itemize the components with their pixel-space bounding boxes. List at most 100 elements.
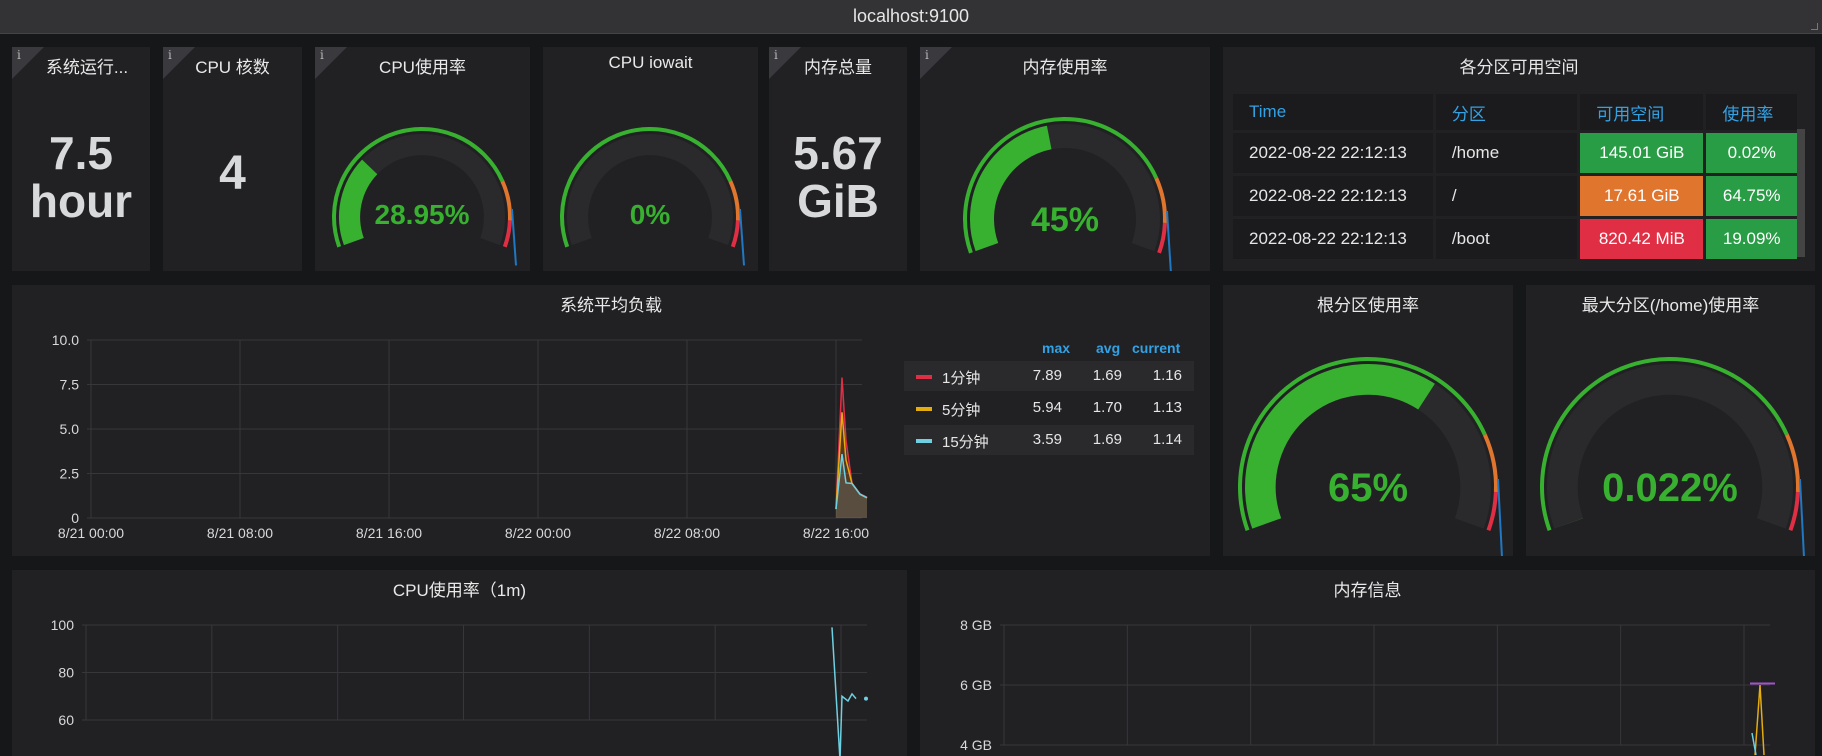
legend-row-15min[interactable]: 15分钟 3.59 1.69 1.14	[904, 425, 1194, 455]
home-usage-panel[interactable]: 最大分区(/home)使用率 0.022%	[1526, 285, 1815, 558]
series-line	[831, 627, 857, 756]
cpu-usage-gauge: 28.95%	[332, 127, 517, 266]
x-tick-label: 8/21 16:00	[356, 525, 422, 541]
load-average-panel[interactable]: 系统平均负载 0 2.5 5.0 7.5 10.0 8/21 00:00 8/21 08:0…	[12, 285, 1210, 556]
column-header-free[interactable]: 可用空间	[1580, 94, 1704, 130]
panel-title: 最大分区(/home)使用率	[1581, 296, 1760, 315]
info-corner-icon[interactable]	[920, 47, 952, 79]
mem-total-unit: GiB	[797, 175, 879, 228]
column-header-time[interactable]: Time	[1233, 94, 1433, 130]
partition-free-space-panel[interactable]: 各分区可用空间 Time 分区 可用空间 使用率 2022-08-22 22:1…	[1223, 47, 1815, 271]
legend-avg: 1.69	[1092, 367, 1122, 384]
gauge-threshold-red	[1788, 491, 1800, 532]
cpu-1m-panel[interactable]: CPU使用率（1m) 60 80 100	[12, 570, 907, 756]
legend-current: 1.13	[1152, 399, 1182, 416]
cell-usage: 19.09%	[1706, 219, 1797, 259]
column-header-usage[interactable]: 使用率	[1706, 94, 1797, 130]
gauge-value-arc	[1245, 364, 1435, 529]
cell-free: 145.01 GiB	[1580, 133, 1704, 173]
cell-mount: /home	[1435, 133, 1578, 173]
info-icon: i	[774, 48, 778, 62]
gauge-threshold-red	[730, 220, 740, 248]
gauge-value: 28.95%	[375, 199, 470, 230]
uptime-value-block: 7.5 hour	[12, 129, 150, 226]
legend-swatch	[916, 439, 932, 443]
legend-header-avg[interactable]: avg	[1096, 340, 1121, 356]
panel-title: CPU使用率（1m)	[392, 581, 527, 600]
series-line	[1751, 732, 1757, 756]
cell-free: 820.42 MiB	[1580, 219, 1704, 259]
dashboard-header: localhost:9100	[0, 0, 1822, 34]
panel-title: 内存总量	[804, 58, 872, 77]
gauge-sparkline	[511, 208, 517, 266]
legend-swatch	[916, 407, 932, 411]
y-tick-label: 0	[71, 510, 79, 526]
gauge-value-arc	[339, 159, 378, 246]
info-icon: i	[925, 48, 929, 62]
y-tick-label: 6 GB	[960, 677, 992, 693]
mem-info-panel[interactable]: 内存信息 4 GB 6 GB 8 GB	[920, 570, 1815, 756]
gauge-threshold-orange	[1154, 177, 1167, 223]
info-icon: i	[17, 48, 21, 62]
gauge-value: 65%	[1328, 466, 1408, 510]
legend-header-max[interactable]: max	[1042, 340, 1071, 356]
y-tick-label: 8 GB	[960, 617, 992, 633]
y-tick-label: 100	[51, 617, 75, 633]
cpu-iowait-gauge: 0%	[560, 127, 745, 266]
panel-title: 内存信息	[1333, 581, 1402, 600]
mem-total-value: 5.67	[793, 127, 883, 179]
table-header-row: Time 分区 可用空间 使用率	[1233, 94, 1797, 130]
cell-free: 17.61 GiB	[1580, 176, 1704, 216]
x-tick-label: 8/22 00:00	[505, 525, 571, 541]
mem-total-panel[interactable]: i 内存总量 5.67 GiB	[769, 47, 907, 271]
y-tick-label: 4 GB	[960, 737, 992, 753]
partition-table: Time 分区 可用空间 使用率 2022-08-22 22:12:13 /ho…	[1230, 91, 1800, 262]
y-tick-label: 10.0	[52, 332, 79, 348]
y-tick-label: 5.0	[60, 421, 80, 437]
info-corner-icon[interactable]	[12, 47, 44, 79]
uptime-value: 7.5	[49, 127, 113, 179]
info-icon: i	[168, 48, 172, 62]
series-line	[835, 453, 868, 510]
info-corner-icon[interactable]	[163, 47, 195, 79]
panel-title: 各分区可用空间	[1459, 58, 1579, 77]
cpu-iowait-panel[interactable]: CPU iowait 0%	[543, 47, 758, 271]
gauge-threshold-green	[963, 117, 1159, 254]
legend-series-name: 5分钟	[942, 402, 981, 419]
root-usage-panel[interactable]: 根分区使用率 65%	[1223, 285, 1513, 558]
gauge-sparkline	[739, 208, 745, 266]
gauge-value: 0.022%	[1602, 466, 1738, 510]
gauge-threshold-red	[502, 220, 512, 248]
gauge-threshold-green	[1540, 357, 1789, 532]
y-tick-label: 60	[58, 712, 74, 728]
gauge-track	[1547, 364, 1793, 529]
panel-title: 根分区使用率	[1317, 296, 1419, 315]
resize-grip-icon	[1811, 23, 1818, 30]
table-row: 2022-08-22 22:12:13 /home 145.01 GiB 0.0…	[1233, 133, 1797, 173]
dashboard-title[interactable]: localhost:9100	[852, 6, 970, 26]
uptime-unit: hour	[29, 175, 133, 228]
legend-avg: 1.70	[1092, 399, 1122, 416]
info-corner-icon[interactable]	[769, 47, 801, 79]
home-usage-gauge: 0.022%	[1540, 357, 1805, 558]
mem-total-value-block: 5.67 GiB	[769, 129, 907, 226]
series-point	[864, 696, 868, 701]
info-corner-icon[interactable]	[315, 47, 347, 79]
column-header-mount[interactable]: 分区	[1435, 94, 1578, 130]
root-usage-gauge: 65%	[1238, 357, 1503, 558]
legend-row-5min[interactable]: 5分钟 5.94 1.70 1.13	[904, 393, 1194, 423]
cpu-cores-value: 4	[219, 147, 246, 200]
panel-title: 系统平均负载	[560, 296, 662, 315]
cpu-cores-panel[interactable]: i CPU 核数 4	[163, 47, 302, 271]
legend-max: 5.94	[1032, 399, 1062, 416]
legend-row-1min[interactable]: 1分钟 7.89 1.69 1.16	[904, 361, 1194, 391]
uptime-panel[interactable]: i 系统运行... 7.5 hour	[12, 47, 150, 271]
table-scrollbar[interactable]	[1797, 129, 1805, 257]
y-tick-label: 2.5	[60, 466, 80, 482]
cpu-usage-panel[interactable]: i CPU使用率 28.95%	[315, 47, 530, 271]
cell-time: 2022-08-22 22:12:13	[1233, 219, 1433, 259]
gauge-threshold-green	[1238, 357, 1487, 532]
legend-max: 3.59	[1032, 431, 1062, 448]
mem-usage-panel[interactable]: i 内存使用率 45%	[920, 47, 1210, 275]
legend-header-current[interactable]: current	[1132, 340, 1181, 356]
